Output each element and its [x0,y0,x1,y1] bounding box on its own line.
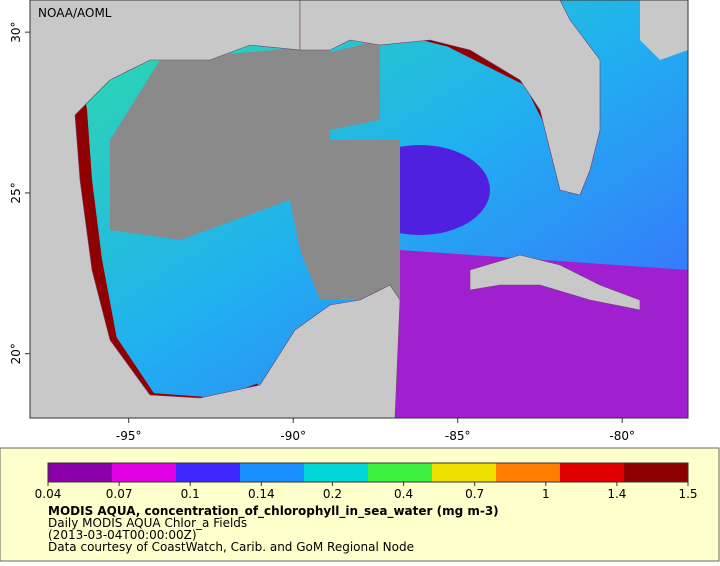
colorbar-segment [176,463,241,482]
colorbar-segment [560,463,625,482]
colorbar-tick-label: 0.2 [323,487,342,501]
colorbar-segment [432,463,497,482]
colorbar-segment [368,463,433,482]
x-tick-label: -80° [609,429,635,443]
colorbar-tick-label: 0.4 [394,487,413,501]
colorbar-segment [496,463,561,482]
colorbar-tick-label: 1.5 [678,487,697,501]
x-tick-label: -85° [445,429,471,443]
colorbar-tick-label: 1.4 [607,487,626,501]
colorbar-tick-label: 0.7 [465,487,484,501]
colorbar-segment [240,463,305,482]
map-title: NOAA/AOML [38,6,112,20]
map-area [30,0,688,418]
caption-title: MODIS AQUA, concentration_of_chlorophyll… [48,504,499,519]
land-atlantic [640,0,688,60]
y-tick-label: 25° [9,182,23,203]
land-cuba [469,254,641,311]
caption-line: Daily MODIS AQUA Chlor_a Fields [48,516,247,530]
colorbar-tick-label: 0.07 [106,487,133,501]
y-tick-label: 20° [9,343,23,364]
caption-line: (2013-03-04T00:00:00Z) [48,528,197,542]
x-tick-label: -95° [116,429,142,443]
colorbar-segment [112,463,177,482]
colorbar-tick-label: 0.14 [248,487,275,501]
caption-line: Data courtesy of CoastWatch, Carib. and … [48,540,414,554]
colorbar-segment [624,463,689,482]
y-tick-label: 30° [9,22,23,43]
colorbar-segment [304,463,369,482]
colorbar-frame [47,462,689,483]
colorbar-tick-label: 0.1 [181,487,200,501]
colorbar-tick-label: 0.04 [35,487,62,501]
land-mexico-texas [30,0,401,418]
no-data-area [300,40,380,130]
colorbar-segment [48,463,113,482]
land-us [299,0,601,196]
colorbar-tick-label: 1 [542,487,550,501]
x-tick-label: -90° [280,429,306,443]
map-frame [29,0,689,419]
